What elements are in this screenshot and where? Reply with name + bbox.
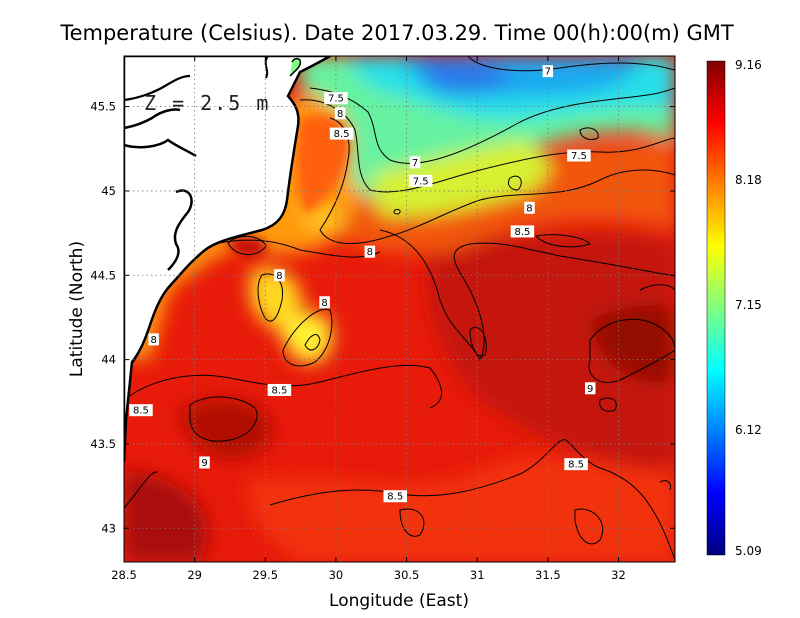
colorbar-tick-label: 6.12 bbox=[735, 423, 762, 437]
contour-label-bg bbox=[129, 404, 153, 417]
contour-label-bg bbox=[148, 333, 159, 346]
contour-label-text: 8 bbox=[367, 247, 373, 258]
y-axis: 43 43.5 44 44.5 45 45.5 bbox=[90, 100, 675, 535]
contour-label-bg bbox=[324, 92, 348, 105]
contour-label-text: 8 bbox=[150, 335, 156, 346]
depth-annotation: Z = 2.5 m bbox=[144, 91, 270, 115]
contour-label-bg bbox=[334, 107, 346, 120]
contour-label-bg bbox=[199, 456, 210, 469]
contour-label-text: 7.5 bbox=[328, 94, 344, 105]
colorbar-ticks: 9.16 8.18 7.15 6.12 5.09 bbox=[735, 58, 762, 558]
colorbar-tick-label: 8.18 bbox=[735, 173, 762, 187]
contour-label-text: 8.5 bbox=[334, 129, 350, 140]
contour-label-text: 8.5 bbox=[133, 406, 149, 417]
contour-label-text: 8 bbox=[321, 298, 327, 309]
contour-label: 8 bbox=[274, 269, 285, 282]
contour-label-bg bbox=[510, 225, 535, 238]
contour-label-text: 8 bbox=[337, 109, 343, 120]
grid-lines bbox=[124, 56, 675, 562]
colorbar-tick-label: 5.09 bbox=[735, 544, 762, 558]
x-tick-label: 31.5 bbox=[535, 568, 561, 582]
colorbar-tick-label: 7.15 bbox=[735, 298, 762, 312]
contour-labels: 7 7.5 8 8.5 7 7.5 7.5 8 8.5 8 8 8 8 8.5 9 8.5 9 8.5 8.5 bbox=[129, 65, 596, 503]
y-tick-label: 45.5 bbox=[90, 100, 116, 114]
contour-label: 8 bbox=[334, 107, 346, 120]
y-tick-label: 44.5 bbox=[90, 268, 116, 282]
contour-label: 9 bbox=[584, 382, 596, 395]
y-tick-label: 43.5 bbox=[90, 437, 116, 451]
x-tick-label: 28.5 bbox=[111, 568, 137, 582]
contour-label: 7 bbox=[409, 156, 421, 169]
contour-label-text: 8 bbox=[276, 271, 282, 282]
contour-label-text: 8 bbox=[526, 203, 532, 214]
contour-label: 9 bbox=[199, 456, 210, 469]
y-tick-label: 45 bbox=[101, 184, 116, 198]
colorbar-tick-label: 9.16 bbox=[735, 58, 762, 72]
y-axis-title: Latitude (North) bbox=[67, 241, 87, 377]
x-tick-label: 32 bbox=[611, 568, 626, 582]
contour-label-bg bbox=[329, 127, 354, 140]
contour-label: 8.5 bbox=[510, 225, 535, 238]
contour-label-bg bbox=[542, 65, 554, 78]
contour-label-bg bbox=[364, 245, 376, 258]
contour-label-bg bbox=[408, 174, 433, 187]
contour-label: 8.5 bbox=[129, 404, 153, 417]
x-axis: 28.5 29 29.5 30 30.5 31 31.5 32 bbox=[111, 56, 626, 582]
contour-label: 8.5 bbox=[267, 383, 292, 396]
colorbar bbox=[706, 60, 726, 556]
y-tick-label: 43 bbox=[101, 521, 116, 535]
contour-label-text: 8.5 bbox=[387, 492, 403, 503]
contour-label-text: 9 bbox=[201, 458, 207, 469]
contour-label-text: 8.5 bbox=[514, 227, 530, 238]
contour-label-bg bbox=[267, 383, 292, 396]
contour-label: 7.5 bbox=[408, 174, 433, 187]
contour-label-text: 8.5 bbox=[568, 460, 584, 471]
y-tick-label: 44 bbox=[101, 353, 116, 367]
plot-frame bbox=[123, 55, 676, 563]
contour-label-bg bbox=[274, 269, 285, 282]
contour-label: 8 bbox=[148, 333, 159, 346]
x-tick-label: 29.5 bbox=[252, 568, 278, 582]
contour-label: 7 bbox=[542, 65, 554, 78]
x-tick-label: 31 bbox=[470, 568, 485, 582]
contour-label-text: 9 bbox=[587, 384, 593, 395]
contour-label: 8 bbox=[319, 296, 330, 309]
contour-label-bg bbox=[383, 490, 408, 503]
contour-label-text: 7.5 bbox=[413, 176, 429, 187]
contour-label-bg bbox=[409, 156, 421, 169]
contour-label-bg bbox=[584, 382, 596, 395]
contour-label: 8 bbox=[524, 201, 535, 214]
chart-title: Temperature (Celsius). Date 2017.03.29. … bbox=[59, 21, 734, 45]
contour-label-bg bbox=[524, 201, 535, 214]
contour-label: 8.5 bbox=[564, 458, 588, 471]
contour-label: 8.5 bbox=[383, 490, 408, 503]
x-tick-label: 30.5 bbox=[394, 568, 420, 582]
contour-label-bg bbox=[567, 149, 591, 162]
contour-label: 8 bbox=[364, 245, 376, 258]
contour-label: 7.5 bbox=[567, 149, 591, 162]
x-axis-title: Longitude (East) bbox=[329, 591, 469, 611]
contour-label: 8.5 bbox=[329, 127, 354, 140]
contour-label-text: 8.5 bbox=[271, 385, 287, 396]
x-tick-label: 30 bbox=[329, 568, 344, 582]
contour-label-bg bbox=[564, 458, 588, 471]
contour-label-text: 7.5 bbox=[571, 151, 587, 162]
x-tick-label: 29 bbox=[187, 568, 202, 582]
contour-lines bbox=[124, 56, 675, 561]
contour-label-text: 7 bbox=[412, 158, 418, 169]
contour-label: 7.5 bbox=[324, 92, 348, 105]
contour-label-bg bbox=[319, 296, 330, 309]
contour-label-text: 7 bbox=[545, 67, 551, 78]
land-mask bbox=[124, 56, 333, 463]
